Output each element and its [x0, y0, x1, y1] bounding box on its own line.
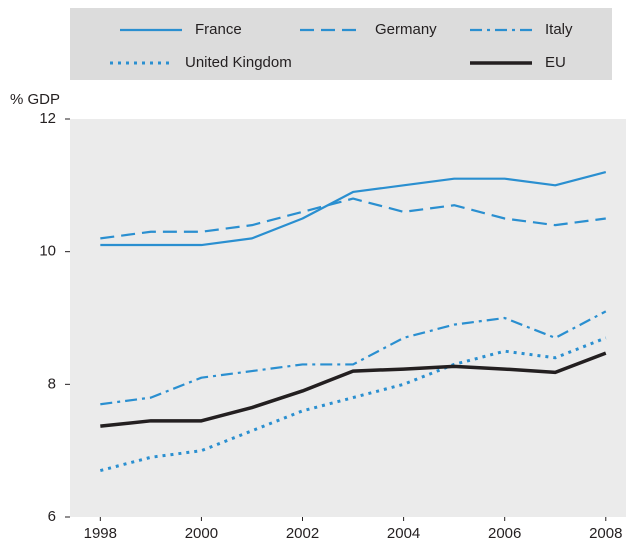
legend-background — [70, 8, 612, 80]
y-axis-label: % GDP — [10, 91, 60, 108]
legend-label: Italy — [545, 21, 573, 38]
x-tick-label: 2002 — [286, 525, 319, 542]
y-tick-label: 12 — [39, 110, 56, 127]
legend-label: EU — [545, 54, 566, 71]
series-line — [99, 336, 607, 473]
x-tick-label: 1998 — [84, 525, 117, 542]
series-line — [100, 310, 607, 406]
series-line — [100, 197, 606, 240]
y-tick-label: 6 — [48, 508, 56, 525]
series-line — [100, 171, 607, 247]
legend-label: Germany — [375, 21, 437, 38]
legend-label: France — [195, 21, 242, 38]
plot-background — [70, 119, 626, 517]
x-tick-label: 2004 — [387, 525, 420, 542]
x-tick-label: 2008 — [589, 525, 622, 542]
x-tick-label: 2000 — [185, 525, 218, 542]
x-tick-label: 2006 — [488, 525, 521, 542]
series-line — [100, 351, 607, 428]
y-tick-label: 8 — [48, 375, 56, 392]
legend-label: United Kingdom — [185, 54, 292, 71]
y-tick-label: 10 — [39, 243, 56, 260]
